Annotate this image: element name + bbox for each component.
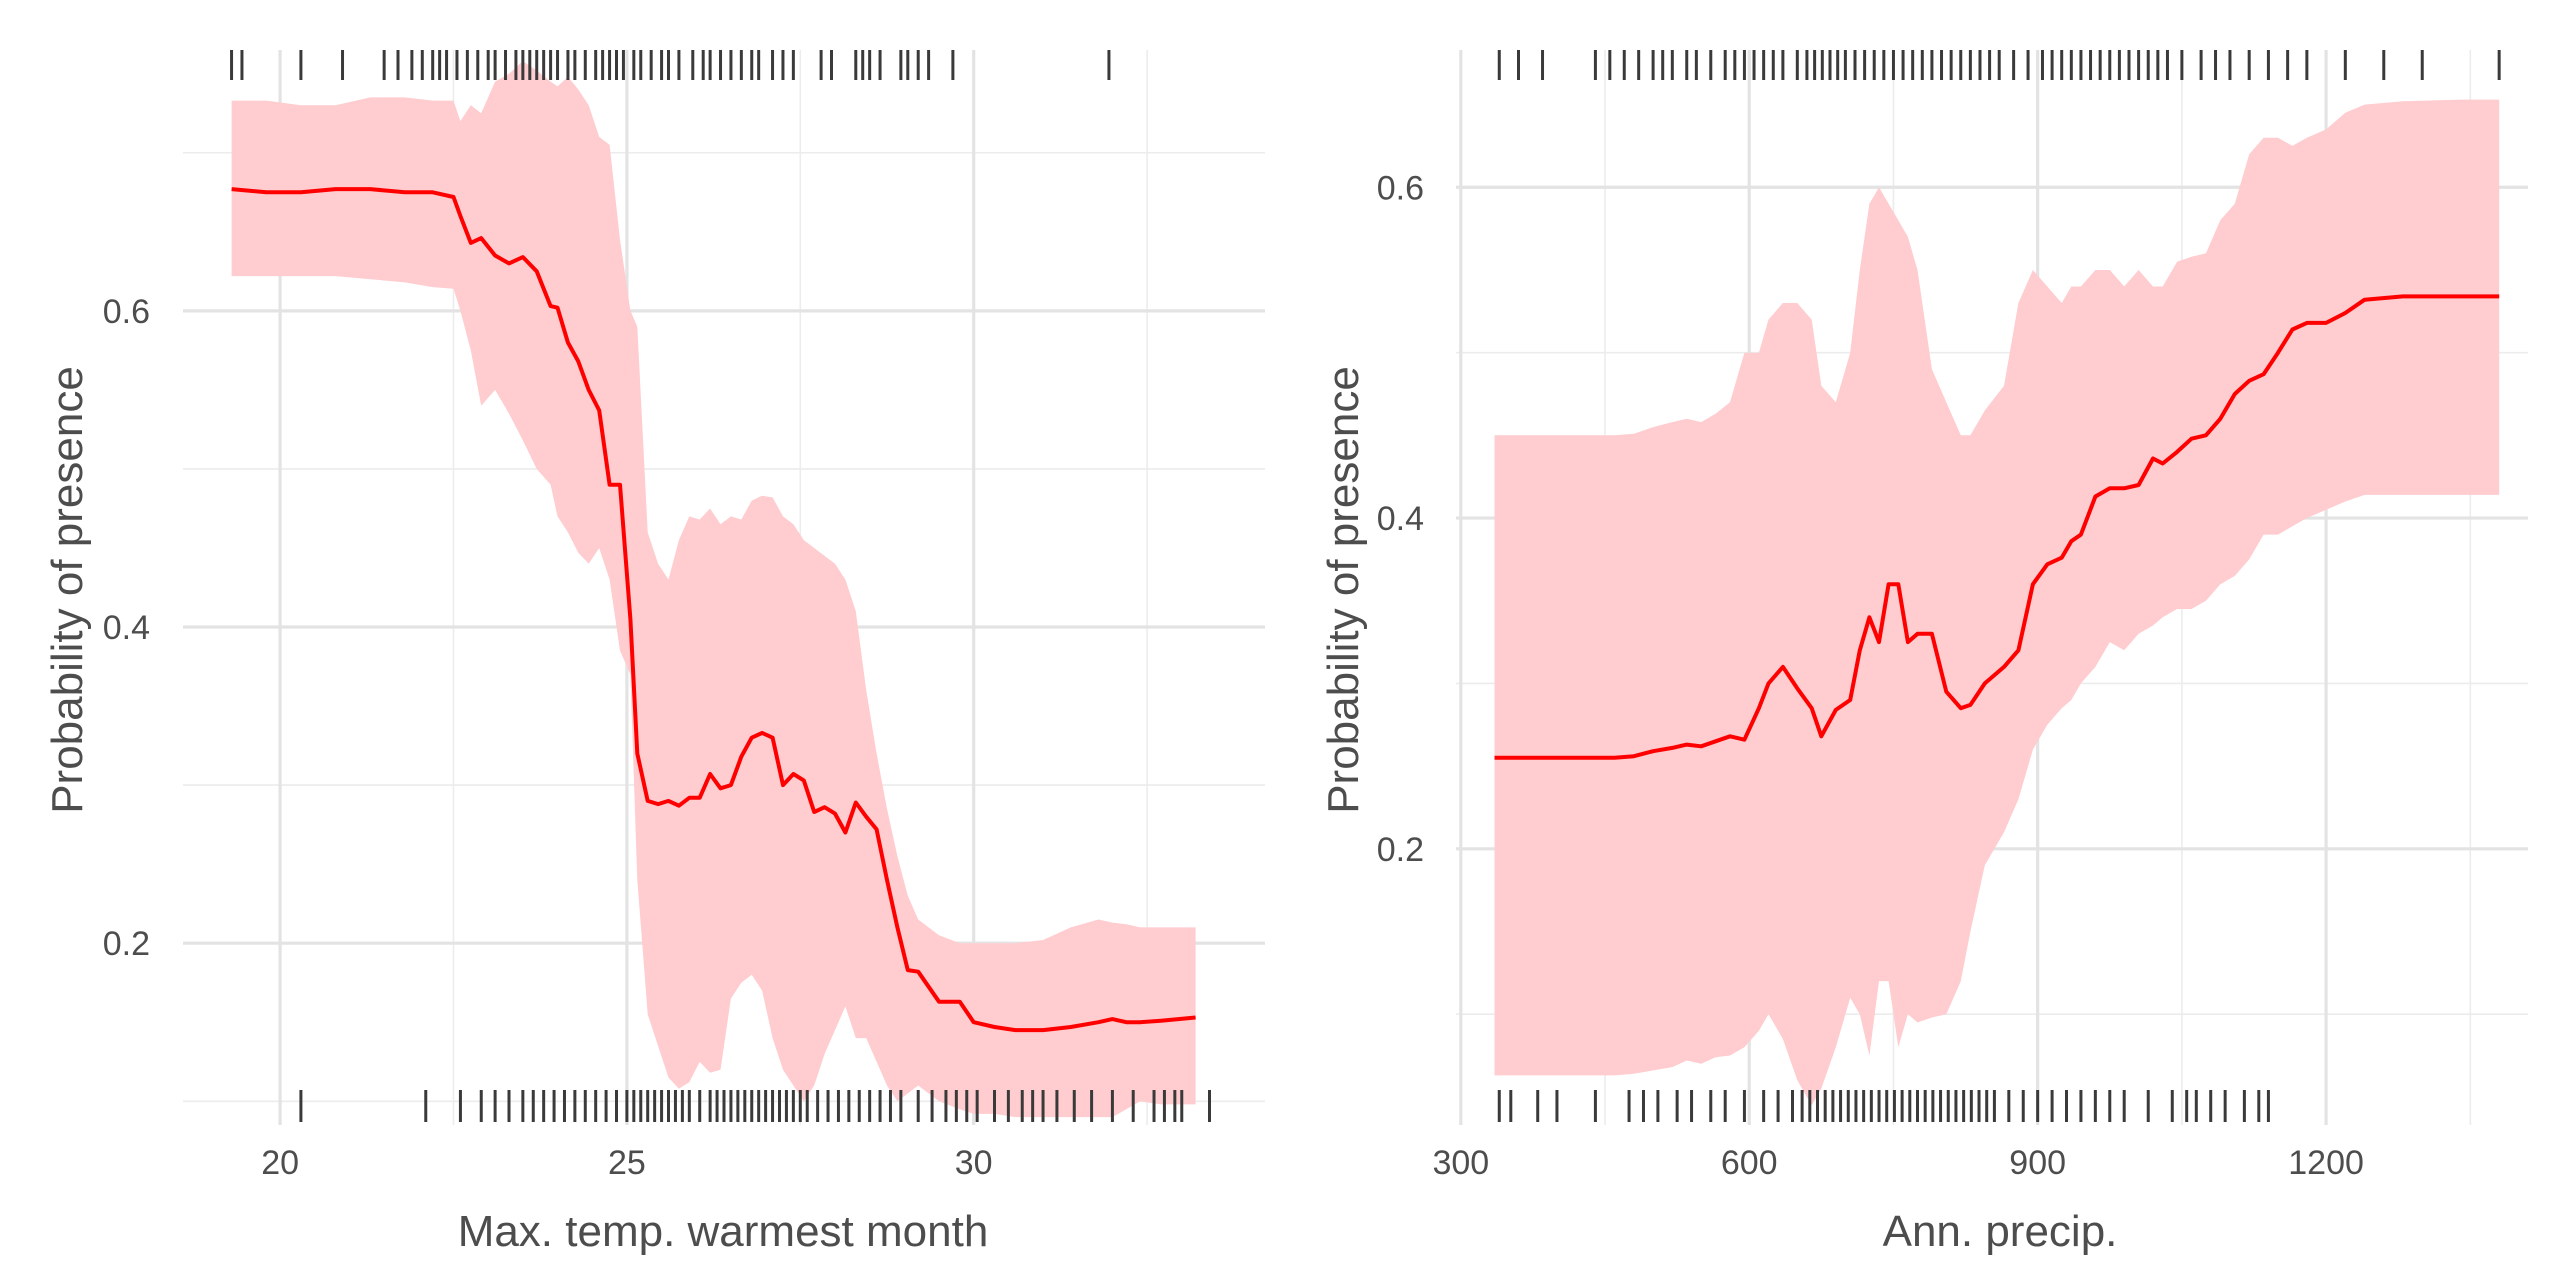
right-x-tick-labels: 300 600 900 1200 [1432, 1144, 2363, 1182]
left-y-tick-label: 0.4 [103, 609, 150, 647]
left-panel: 20 25 30 0.2 0.4 0.6 Max. temp. warmest mont… [43, 50, 1265, 1256]
right-y-tick-label: 0.4 [1377, 500, 1424, 538]
left-x-axis-title: Max. temp. warmest month [458, 1207, 989, 1256]
left-x-tick-label: 25 [608, 1144, 646, 1182]
right-rug-bottom [1497, 1090, 2270, 1122]
left-x-tick-label: 30 [955, 1144, 993, 1182]
left-response-line [231, 187, 1196, 1033]
right-confidence-band [1494, 99, 2500, 1106]
right-response-line [1494, 294, 2500, 760]
right-rug-top [1497, 50, 2501, 80]
right-y-axis-title: Probability of presence [1319, 366, 1368, 814]
left-rug-bottom [299, 1090, 1212, 1122]
right-x-tick-label: 1200 [2288, 1144, 2364, 1182]
right-y-tick-labels: 0.2 0.4 0.6 [1377, 169, 1424, 869]
right-x-tick-label: 300 [1432, 1144, 1489, 1182]
right-panel: 300 600 900 1200 0.2 0.4 0.6 Ann. precip. Pro… [1319, 50, 2528, 1256]
right-x-axis-title: Ann. precip. [1883, 1207, 2118, 1256]
left-y-tick-label: 0.2 [103, 925, 150, 963]
right-x-tick-label: 900 [2009, 1144, 2066, 1182]
left-x-tick-labels: 20 25 30 [261, 1144, 992, 1182]
left-y-tick-labels: 0.2 0.4 0.6 [103, 293, 150, 963]
right-x-tick-label: 600 [1721, 1144, 1778, 1182]
left-y-tick-label: 0.6 [103, 293, 150, 331]
left-confidence-band [231, 61, 1196, 1118]
left-rug-top [230, 50, 1111, 80]
left-y-axis-title: Probability of presence [43, 366, 92, 814]
left-x-tick-label: 20 [261, 1144, 299, 1182]
right-y-tick-label: 0.2 [1377, 831, 1424, 869]
right-y-tick-label: 0.6 [1377, 169, 1424, 207]
